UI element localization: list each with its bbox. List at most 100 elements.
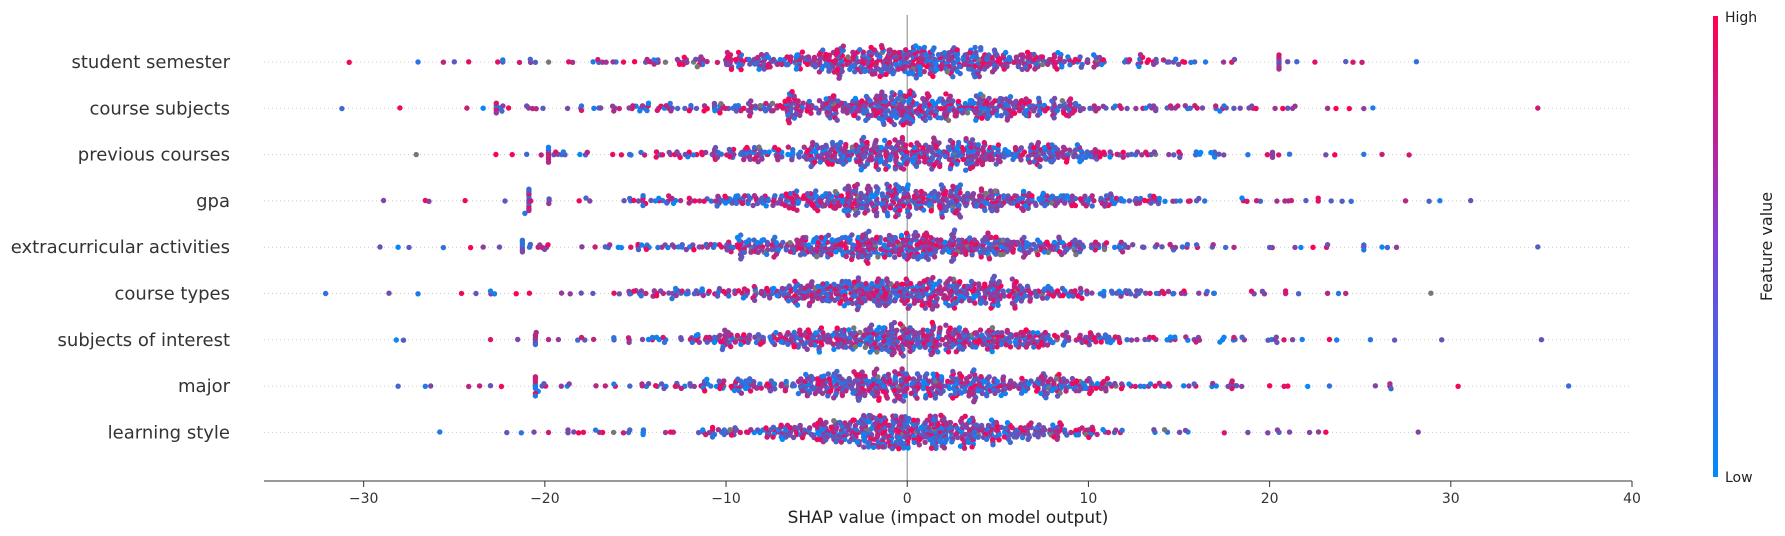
shap-point: [823, 96, 829, 102]
shap-point: [917, 344, 923, 350]
feature-label: previous courses: [78, 145, 230, 166]
shap-point: [943, 207, 949, 214]
shap-point: [747, 156, 753, 162]
shap-point: [593, 383, 599, 389]
shap-point: [464, 105, 470, 111]
shap-point: [762, 108, 769, 114]
shap-point: [1156, 380, 1163, 386]
shap-point: [862, 344, 868, 351]
shap-point: [852, 212, 859, 218]
shap-point: [1039, 54, 1046, 60]
shap-point: [905, 213, 912, 220]
shap-point: [1069, 202, 1075, 209]
shap-point: [908, 280, 914, 287]
shap-point: [672, 383, 679, 389]
shap-point: [499, 108, 505, 114]
shap-point: [681, 54, 687, 60]
shap-point: [903, 47, 909, 53]
shap-point: [852, 95, 859, 102]
shap-point: [989, 69, 996, 75]
shap-point: [722, 327, 728, 333]
shap-point: [824, 339, 831, 345]
shap-point: [881, 121, 887, 128]
shap-point: [673, 292, 679, 299]
shap-point: [886, 117, 892, 123]
shap-point: [963, 251, 969, 258]
shap-point: [1007, 344, 1014, 350]
shap-point: [1069, 381, 1076, 387]
shap-point: [683, 246, 689, 253]
shap-point: [1208, 149, 1214, 156]
shap-point: [974, 203, 980, 209]
shap-point: [545, 144, 552, 150]
shap-point: [801, 144, 807, 150]
shap-point: [1035, 252, 1041, 258]
shap-point: [653, 293, 660, 299]
shap-point: [1020, 207, 1026, 213]
shap-point: [1128, 337, 1135, 343]
shap-point: [815, 295, 821, 302]
shap-point: [541, 381, 547, 387]
shap-point: [978, 186, 985, 192]
shap-point: [717, 110, 723, 116]
shap-point: [824, 281, 830, 287]
shap-point: [988, 305, 994, 311]
shap-point: [1199, 105, 1206, 111]
shap-point: [701, 198, 707, 204]
shap-point: [830, 341, 836, 347]
shap-point: [638, 288, 645, 294]
shap-point: [716, 285, 723, 292]
shap-point: [1159, 244, 1165, 250]
shap-point: [983, 190, 989, 197]
shap-point: [1142, 336, 1148, 343]
shap-point: [989, 325, 996, 331]
shap-point: [575, 337, 581, 343]
shap-point: [836, 75, 842, 81]
shap-point: [672, 285, 679, 292]
shap-point: [886, 348, 892, 355]
shap-point: [858, 190, 864, 197]
shap-point: [480, 244, 486, 250]
shap-point: [1000, 237, 1006, 243]
shap-point: [555, 336, 562, 343]
shap-point: [1101, 149, 1107, 155]
shap-point: [495, 59, 501, 65]
shap-point: [1044, 342, 1051, 348]
shap-point: [1108, 191, 1114, 197]
shap-point: [879, 191, 885, 197]
shap-point: [739, 200, 746, 207]
shap-point: [895, 66, 902, 72]
shap-point: [1147, 334, 1153, 340]
shap-point: [1001, 293, 1007, 299]
shap-point: [923, 52, 930, 58]
shap-point: [1106, 381, 1113, 387]
shap-point: [858, 167, 864, 173]
shap-point: [791, 344, 797, 350]
shap-point: [670, 200, 677, 206]
shap-point: [772, 193, 778, 199]
shap-point: [675, 244, 682, 250]
shap-point: [884, 276, 890, 282]
shap-point: [1045, 61, 1051, 67]
shap-point: [719, 346, 726, 353]
shap-point: [1014, 239, 1021, 246]
shap-point: [882, 254, 888, 260]
shap-point: [1077, 332, 1083, 338]
shap-point: [1077, 158, 1083, 165]
shap-point: [674, 56, 681, 63]
shap-point: [1387, 381, 1393, 387]
shap-point: [946, 156, 952, 162]
shap-point: [987, 188, 994, 194]
shap-point: [806, 98, 812, 105]
shap-point: [946, 249, 952, 255]
shap-point: [607, 242, 613, 248]
shap-point: [1051, 332, 1058, 339]
shap-point: [740, 295, 747, 301]
shap-point: [914, 205, 920, 211]
shap-point: [532, 374, 539, 380]
shap-point: [845, 54, 851, 60]
shap-point: [1334, 337, 1340, 343]
shap-point: [716, 242, 723, 248]
shap-point: [979, 161, 986, 168]
shap-point: [626, 151, 633, 158]
